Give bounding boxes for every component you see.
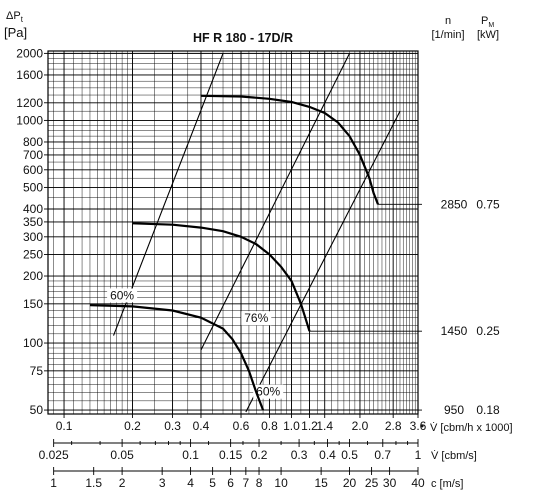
speed-value: 1450	[441, 324, 468, 338]
axis-arrow: •	[420, 419, 424, 433]
x2-tick-label: 0.025	[39, 448, 69, 462]
speed-header: n	[445, 15, 451, 27]
y-axis-symbol: ΔPt	[6, 10, 24, 24]
y-tick-label: 500	[23, 180, 43, 194]
x-tick-label: 2.0	[352, 419, 369, 433]
efficiency-label: 60%	[110, 288, 134, 302]
x2-tick-label: 0.1	[182, 448, 199, 462]
power-unit: [kW]	[477, 29, 499, 41]
x3-tick-label: 5	[209, 476, 216, 490]
x3-tick-label: 4	[187, 476, 194, 490]
x-tick-label: 2.8	[385, 419, 402, 433]
x3-tick-label: 15	[314, 476, 328, 490]
power-header-main: P	[481, 15, 488, 27]
power-value: 0.18	[476, 403, 500, 417]
x3-tick-label: 3	[159, 476, 166, 490]
curve-2850-rpm	[200, 94, 380, 205]
efficiency-label: 76%	[244, 311, 268, 325]
efficiency-label-bg	[241, 311, 272, 326]
y-tick-label: 150	[23, 297, 43, 311]
x2-tick-label: 0.3	[291, 448, 308, 462]
curve-1450-rpm	[132, 222, 311, 332]
x2-tick-label: 0.5	[341, 448, 358, 462]
y-tick-label: 350	[23, 215, 43, 229]
y-tick-label: 75	[30, 364, 44, 378]
efficiency-line	[245, 110, 401, 413]
x-axes: 0.1 0.2 0.3 0.4 0.6 0.8 1.0 1.21.4 2.0 2.8 3.6• V̇ …	[39, 414, 513, 490]
x3-tick-label: 25	[365, 476, 379, 490]
y-tick-label: 100	[23, 336, 43, 350]
performance-curves	[89, 94, 380, 411]
chart-title: HF R 180 - 17D/R	[193, 31, 293, 45]
efficiency-label-bg	[107, 288, 138, 303]
speed-power-labels: 2850 0.75 1450 0.25 950 0.18	[263, 197, 500, 417]
x-tick-label: 0.2	[124, 419, 141, 433]
y-tick-label: 400	[23, 202, 43, 216]
x-tick-label: 0.3	[164, 419, 181, 433]
efficiency-label-bg	[253, 384, 284, 399]
speed-value: 2850	[441, 197, 468, 211]
x2-tick-label: 0.15	[219, 448, 243, 462]
power-value: 0.25	[476, 324, 500, 338]
y-tick-label: 200	[23, 269, 43, 283]
x3-tick-label: 8	[256, 476, 263, 490]
x3-tick-label: 30	[383, 476, 397, 490]
speed-value: 950	[444, 403, 464, 417]
x-tick-label: 1.4	[316, 419, 333, 433]
y-tick-label: 2000	[16, 46, 43, 60]
y-tick-label: 1600	[16, 68, 43, 82]
power-header-sub: M	[488, 22, 494, 29]
power-header: PM	[481, 15, 494, 29]
x-tick-label: 0.1	[56, 419, 73, 433]
x-axis-label: V̇ [cbm/h x 1000]	[430, 421, 513, 434]
x-tick-label: 0.4	[193, 419, 210, 433]
x-tick-label: 3.6	[410, 419, 427, 433]
y-tick-label: 700	[23, 148, 43, 162]
x3-tick-label: 6	[227, 476, 234, 490]
x3-tick-label: 10	[274, 476, 288, 490]
y-axis-symbol-main: ΔP	[6, 10, 21, 22]
x2-tick-label: 0.2	[251, 448, 268, 462]
x3-tick-label: 7	[243, 476, 250, 490]
y-tick-label: 1000	[16, 113, 43, 127]
x-axis-2-label: V̇ [cbm/s]	[431, 449, 477, 462]
efficiency-label: 60%	[256, 385, 280, 399]
x-axis-3-label: c [m/s]	[431, 478, 463, 490]
x3-tick-label: 2	[119, 476, 126, 490]
x-tick-label: 1.0	[283, 419, 300, 433]
y-tick-label: 1200	[16, 96, 43, 110]
curve-950-rpm	[89, 304, 265, 411]
x-tick-label: 0.8	[261, 419, 278, 433]
x2-tick-label: 1	[415, 448, 422, 462]
x3-tick-label: 20	[343, 476, 357, 490]
power-value: 0.75	[476, 197, 500, 211]
y-axis-symbol-sub: t	[21, 15, 24, 24]
x2-tick-label: 0.4	[319, 448, 336, 462]
x3-tick-label: 40	[411, 476, 425, 490]
x3-tick-label: 1	[50, 476, 57, 490]
x2-tick-label: 0.05	[110, 448, 134, 462]
x2-tick-label: 0.7	[374, 448, 391, 462]
y-tick-label: 300	[23, 230, 43, 244]
efficiency-line	[200, 53, 351, 351]
plot-frame	[47, 50, 419, 415]
y-tick-label: 250	[23, 247, 43, 261]
x-tick-label: 0.6	[233, 419, 250, 433]
chart-grid	[47, 50, 419, 415]
x3-tick-label: 1.5	[85, 476, 102, 490]
efficiency-lines: 60% 76% 60%	[107, 53, 401, 413]
y-tick-label: 50	[30, 403, 44, 417]
y-axis-unit: [Pa]	[4, 25, 27, 40]
y-tick-label: 800	[23, 135, 43, 149]
speed-unit: [1/min]	[431, 29, 464, 41]
y-tick-label: 600	[23, 163, 43, 177]
x-tick-label: 1.2	[301, 419, 318, 433]
